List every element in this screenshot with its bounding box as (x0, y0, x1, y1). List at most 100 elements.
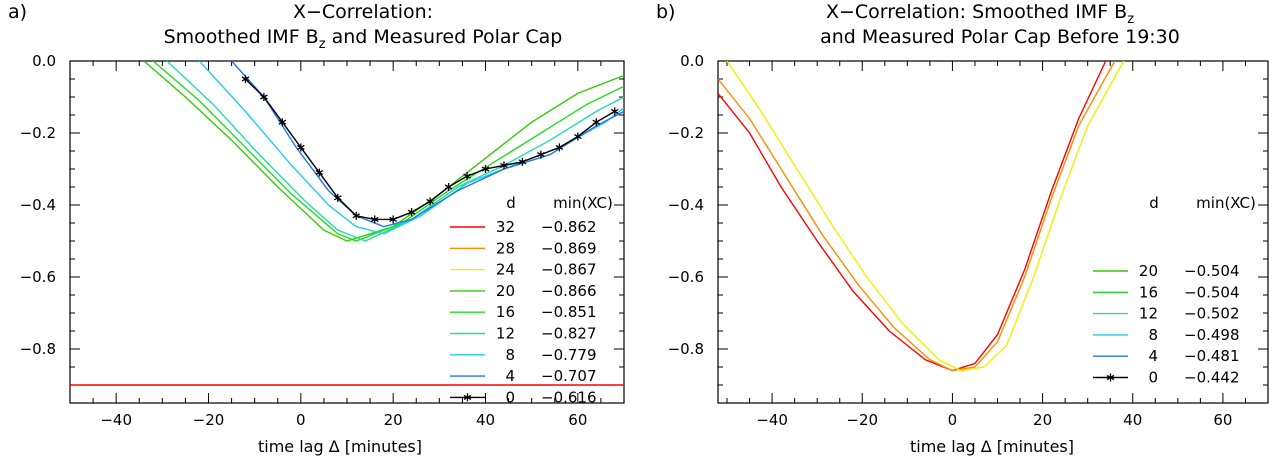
panel-a-line-d0-point (278, 118, 287, 127)
panel-a-legend-value: −0.866 (541, 282, 597, 300)
panel-a-line-d0-point (297, 143, 305, 152)
panel-a-xtick-label: 20 (384, 411, 403, 429)
panel-b-legend-value: −0.502 (1184, 305, 1240, 323)
panel-b-legend-header-d: d (1149, 194, 1159, 212)
panel-b-legend-name: 16 (1139, 283, 1158, 301)
panel-a-title-line2-prefix: Smoothed IMF B (164, 26, 319, 48)
panel-a-xlabel: time lag Δ [minutes] (258, 437, 422, 456)
panel-a-xtick-label: 60 (568, 411, 587, 429)
panel-b-xtick-label: 60 (1213, 411, 1232, 429)
panel-b-legend-name: 4 (1148, 347, 1158, 365)
panel-b-xlabel: time lag Δ [minutes] (910, 437, 1074, 456)
panel-a-xtick-label: 0 (296, 411, 306, 429)
panel-b-line-extra (726, 61, 1125, 372)
panel-b-ytick-label: −0.8 (668, 340, 704, 358)
panel-b-label: b) (656, 1, 675, 23)
panel-a-line-d0-point (610, 107, 619, 116)
panel-a-xtick-label: −20 (193, 411, 225, 429)
panel-a-ytick-label: 0.0 (32, 52, 56, 70)
panel-a-xtick-label: −40 (100, 411, 132, 429)
panel-b-xtick-label: −20 (846, 411, 878, 429)
panel-a-title-line2: Smoothed IMF Bz and Measured Polar Cap (164, 26, 563, 52)
panel-a-legend-value: −0.867 (541, 261, 597, 279)
panel-a-line-d0-point (555, 143, 564, 152)
panel-a-title-line2-suffix: and Measured Polar Cap (326, 26, 563, 48)
panel-b-legend-value: −0.498 (1184, 326, 1240, 344)
panel-b-legend-name: 12 (1139, 305, 1158, 323)
panel-b-line-extra (718, 61, 1107, 372)
panel-b-xtick-label: −40 (756, 411, 788, 429)
panel-b-legend-value: −0.504 (1184, 283, 1240, 301)
panel-b-title-line1: X−Correlation: Smoothed IMF Bz (826, 1, 1134, 27)
panel-b-line-extra (718, 61, 1116, 372)
panel-b-ytick-label: −0.2 (668, 124, 704, 142)
panel-a-line-d12 (166, 61, 624, 242)
panel-b-ytick-label: −0.4 (668, 196, 704, 214)
panel-a-legend-name: 8 (505, 346, 515, 364)
panel-b-ytick-label: −0.6 (668, 268, 704, 286)
panel-b-legend-header-min: min(XC) (1196, 194, 1256, 212)
panel-a-line-d0-point (481, 165, 490, 173)
panel-a-line-d0-point (518, 157, 527, 166)
panel-a-legend-value: −0.707 (541, 367, 597, 385)
panel-a-line-d0-point (352, 211, 361, 220)
panel-a-line-d0-point (315, 168, 324, 177)
panel-a-legend-value: −0.862 (541, 218, 597, 236)
panel-b-legend-value: −0.481 (1184, 347, 1240, 365)
panel-a-title-line1: X−Correlation: (293, 1, 433, 23)
panel-a-legend-name: 16 (496, 303, 515, 321)
panel-a-legend-name: 12 (496, 325, 515, 343)
panel-a-line-d0-point (426, 197, 434, 206)
panel-a-legend-name: 32 (496, 218, 515, 236)
panel-a-legend-header-d: d (506, 194, 516, 212)
panel-b-legend-name: 8 (1148, 326, 1158, 344)
panel-a-line-d0-point (407, 208, 416, 217)
panel-a-xtick-label: 40 (476, 411, 495, 429)
panel-a-legend-name: 0 (505, 388, 515, 406)
panel-b-legend-name: 0 (1148, 369, 1158, 387)
panel-b-legend-name: 20 (1139, 262, 1158, 280)
panel-b-title-line1-sub: z (1127, 12, 1134, 27)
panel-a-title-line2-sub: z (319, 37, 326, 52)
panel-b-legend-value: −0.442 (1184, 369, 1240, 387)
panel-a-line-d0-point (592, 118, 601, 127)
panel-a-line-d0-point (537, 150, 545, 159)
panel-a-ytick-label: −0.4 (20, 196, 56, 214)
panel-b-ytick-label: 0.0 (680, 52, 704, 70)
panel-a-line-d0-point (389, 215, 397, 224)
panel-a-legend-value: −0.827 (541, 325, 597, 343)
panel-a-ytick-label: −0.8 (20, 340, 56, 358)
panel-a-line-d0-point (574, 132, 582, 141)
panel-b-title-line1-prefix: X−Correlation: Smoothed IMF B (826, 1, 1127, 23)
panel-a-ytick-label: −0.6 (20, 268, 56, 286)
panel-a-line-d0-point (370, 215, 379, 224)
panel-a-plot: −40 −20 0 20 40 600.0−0.2−0.4−0.6−0.8d min(XC)… (20, 52, 625, 429)
panel-a-legend-marker (463, 393, 472, 402)
panel-a-line-d0-point (333, 193, 342, 202)
panel-b-series-group (718, 61, 1125, 372)
panel-a-legend-name: 24 (496, 261, 515, 279)
panel-b-legend-value: −0.504 (1184, 262, 1240, 280)
panel-a-legend-value: −0.869 (541, 239, 597, 257)
panel-a-line-d4 (231, 61, 624, 228)
panel-b-plot: −40 −20 0 20 40 600.0−0.2−0.4−0.6−0.8d min(XC)… (668, 52, 1269, 429)
panel-a-line-d20 (143, 61, 624, 242)
panel-a-line-d0-point (463, 172, 471, 181)
panel-b-legend-marker (1106, 373, 1115, 382)
panel-a-legend-value: −0.616 (541, 388, 597, 406)
panel-a-line-d0-point (444, 183, 453, 191)
panel-a-legend-value: −0.851 (541, 303, 597, 321)
panel-b-xtick-label: 20 (1033, 411, 1052, 429)
panel-b-xtick-label: 0 (948, 411, 958, 429)
panel-a-legend-name: 4 (505, 367, 515, 385)
panel-b-xtick-label: 40 (1123, 411, 1142, 429)
panel-a-legend-name: 28 (496, 239, 515, 257)
panel-b-title-line2: and Measured Polar Cap Before 19:30 (820, 26, 1180, 48)
panel-a-line-d0-point (500, 161, 508, 170)
panel-a-label: a) (8, 1, 27, 23)
panel-a-line-d0-point (241, 75, 250, 83)
panel-b-frame (717, 60, 1269, 404)
panel-a-line-d0-point (260, 93, 268, 101)
panel-a-series-group (70, 61, 624, 386)
